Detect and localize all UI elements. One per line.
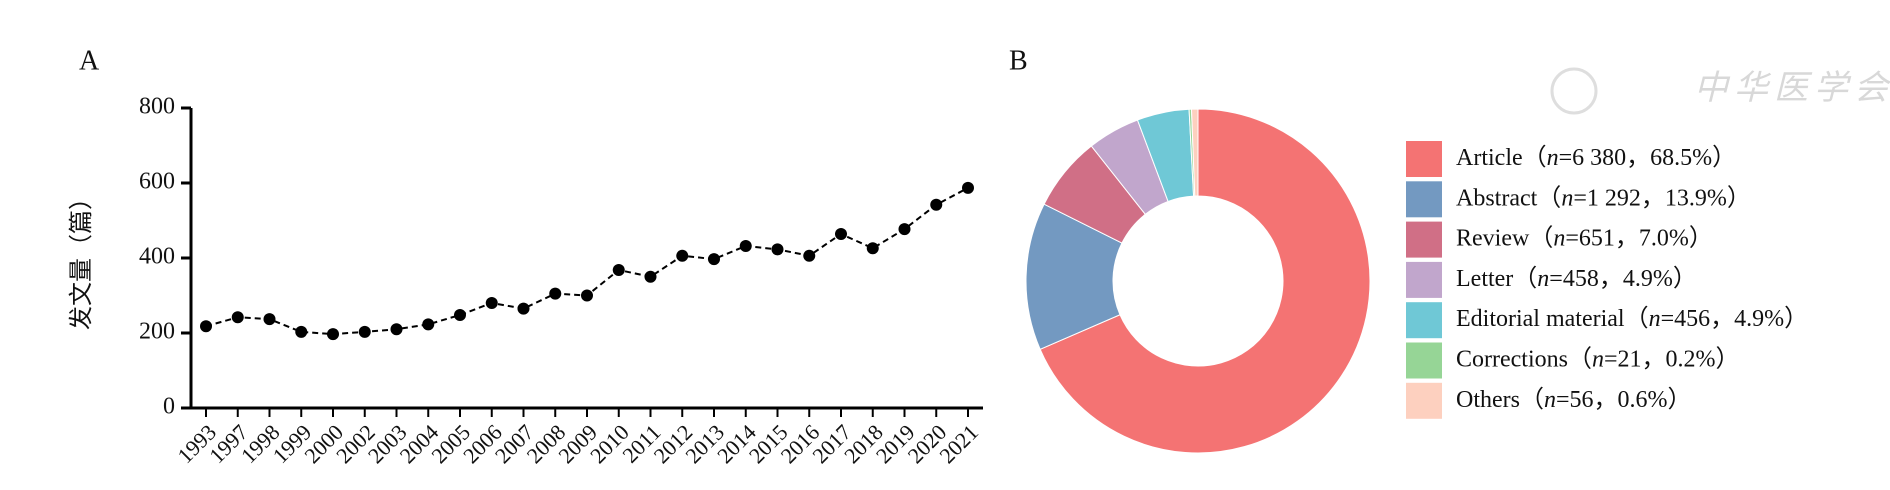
data-point bbox=[263, 313, 276, 326]
data-point bbox=[739, 240, 752, 252]
legend-label: Article（n=6 380，68.5%） bbox=[1456, 145, 1736, 171]
data-point bbox=[708, 253, 720, 266]
data-point bbox=[612, 264, 625, 276]
legend-label: Abstract（n=1 292，13.9%） bbox=[1456, 185, 1751, 211]
data-line bbox=[205, 186, 969, 336]
legend-swatch bbox=[1406, 382, 1442, 419]
panel-label: A bbox=[79, 45, 100, 76]
y-tick-label: 800 bbox=[139, 94, 175, 120]
y-tick-label: 0 bbox=[163, 394, 175, 420]
legend-swatch bbox=[1406, 302, 1442, 339]
data-point bbox=[930, 198, 943, 211]
data-point bbox=[676, 249, 689, 262]
data-point bbox=[517, 302, 530, 315]
legend-label: Review（n=651，7.0%） bbox=[1456, 225, 1713, 251]
legend-swatch bbox=[1406, 261, 1442, 298]
data-point bbox=[358, 325, 371, 338]
data-point bbox=[231, 311, 244, 324]
donut-slice bbox=[1190, 108, 1199, 197]
y-tick-label: 600 bbox=[139, 169, 175, 195]
data-point bbox=[390, 323, 403, 336]
legend-label: Others（n=56，0.6%） bbox=[1456, 386, 1692, 412]
data-point bbox=[422, 318, 435, 331]
y-axis-title: 发文量（篇） bbox=[67, 186, 95, 330]
data-point bbox=[485, 297, 498, 309]
data-point bbox=[866, 242, 879, 255]
donut-slice bbox=[1039, 108, 1371, 454]
data-point bbox=[581, 289, 593, 302]
data-point bbox=[200, 320, 212, 333]
watermark-logo bbox=[1550, 67, 1598, 115]
data-point bbox=[771, 243, 784, 256]
data-point bbox=[898, 223, 911, 236]
data-point bbox=[644, 270, 657, 283]
data-point bbox=[549, 287, 562, 300]
data-point bbox=[454, 309, 466, 321]
data-point bbox=[962, 181, 974, 194]
legend-label: Editorial material（n=456，4.9%） bbox=[1456, 306, 1808, 332]
legend-swatch bbox=[1406, 342, 1442, 379]
data-point bbox=[327, 328, 339, 341]
legend-swatch bbox=[1406, 141, 1442, 177]
y-tick-label: 400 bbox=[139, 244, 175, 270]
data-point bbox=[803, 249, 816, 262]
data-point bbox=[835, 228, 847, 240]
legend-label: Corrections（n=21，0.2%） bbox=[1456, 346, 1740, 372]
data-point bbox=[295, 325, 308, 338]
watermark: 中华医学会 bbox=[1694, 70, 1890, 107]
y-tick-label: 200 bbox=[139, 319, 175, 345]
x-tick-label: 2021 bbox=[934, 419, 983, 468]
panel-label: B bbox=[1009, 45, 1028, 76]
legend-label: Letter（n=458，4.9%） bbox=[1456, 265, 1697, 291]
legend-swatch bbox=[1406, 221, 1442, 258]
legend-swatch bbox=[1406, 181, 1442, 218]
